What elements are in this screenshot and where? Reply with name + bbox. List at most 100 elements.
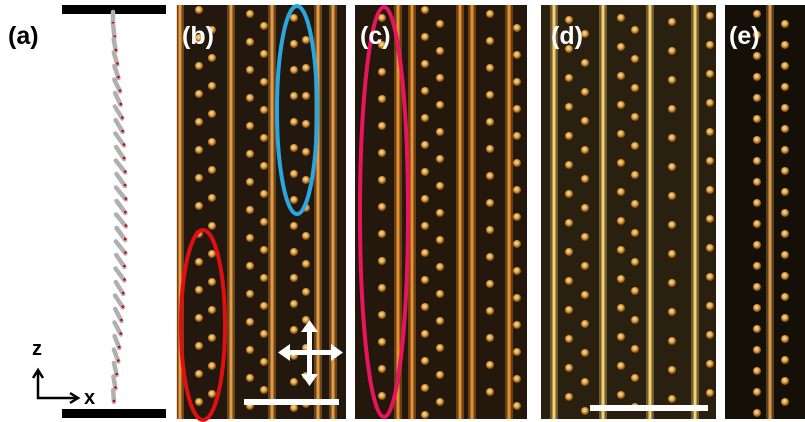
particle <box>486 10 494 18</box>
particle <box>486 280 494 288</box>
rod <box>117 201 126 213</box>
particle <box>513 132 521 140</box>
red-mark <box>124 184 127 187</box>
red-mark <box>117 76 120 79</box>
particle <box>378 311 386 319</box>
particle <box>436 101 444 109</box>
red-mark <box>123 157 126 160</box>
stripe <box>271 5 274 419</box>
particle <box>246 94 254 102</box>
particle <box>617 43 625 51</box>
particle <box>753 136 761 144</box>
particle <box>581 204 589 212</box>
particle <box>486 388 494 396</box>
particle <box>668 163 676 171</box>
panel-label: (b) <box>182 22 214 50</box>
particle <box>246 150 254 158</box>
particle <box>581 378 589 386</box>
particle <box>260 358 268 366</box>
stripe <box>694 5 697 419</box>
particle <box>246 38 254 46</box>
particle <box>195 6 203 14</box>
scale-bar <box>590 405 708 411</box>
particle <box>617 217 625 225</box>
particle <box>421 168 429 176</box>
particle <box>668 47 676 55</box>
particle <box>617 188 625 196</box>
particle <box>668 395 676 403</box>
particle <box>513 159 521 167</box>
particle <box>246 290 254 298</box>
particle <box>753 388 761 396</box>
particle <box>668 308 676 316</box>
stripe <box>769 5 772 419</box>
particle <box>421 60 429 68</box>
particle <box>706 331 714 339</box>
particle <box>513 24 521 32</box>
rod <box>116 120 123 132</box>
panel-label: (a) <box>8 22 39 50</box>
particle <box>195 202 203 210</box>
particle <box>706 244 714 252</box>
particle <box>753 304 761 312</box>
red-mark <box>125 224 128 227</box>
figure: (a) z x (b) (c) (d) (e) <box>0 0 805 422</box>
red-mark <box>116 62 119 65</box>
particle <box>581 117 589 125</box>
particle <box>753 178 761 186</box>
red-mark <box>115 373 118 376</box>
micrograph <box>725 5 805 419</box>
axes-icon <box>33 370 78 403</box>
rod <box>115 107 122 119</box>
particle <box>378 68 386 76</box>
particle <box>208 278 216 286</box>
particle <box>753 220 761 228</box>
micrograph <box>541 5 716 419</box>
particle <box>631 316 639 324</box>
particle <box>302 148 310 156</box>
rod <box>116 161 125 173</box>
particle <box>208 54 216 62</box>
particle <box>617 391 625 399</box>
particle <box>195 258 203 266</box>
particle <box>421 141 429 149</box>
red-mark <box>124 170 127 173</box>
particle <box>565 219 573 227</box>
particle <box>421 33 429 41</box>
particle <box>706 302 714 310</box>
particle <box>565 248 573 256</box>
particle <box>668 366 676 374</box>
red-mark <box>118 346 121 349</box>
particle <box>486 91 494 99</box>
particle <box>706 12 714 20</box>
particle <box>208 306 216 314</box>
particle <box>290 326 298 334</box>
particle <box>208 222 216 230</box>
particle <box>513 375 521 383</box>
particle <box>668 337 676 345</box>
micrograph <box>355 5 527 419</box>
particle <box>565 306 573 314</box>
particle <box>581 59 589 67</box>
particle <box>290 222 298 230</box>
particle <box>617 72 625 80</box>
red-mark <box>122 305 125 308</box>
particle <box>631 374 639 382</box>
particle <box>513 348 521 356</box>
particle <box>706 389 714 397</box>
particle <box>753 346 761 354</box>
particle <box>246 374 254 382</box>
particle <box>486 199 494 207</box>
stripe <box>459 5 462 419</box>
panel-label: (d) <box>551 22 583 50</box>
particle <box>513 186 521 194</box>
particle <box>668 18 676 26</box>
particle <box>781 293 789 301</box>
particle <box>260 162 268 170</box>
particle <box>260 330 268 338</box>
particle <box>753 52 761 60</box>
particle <box>581 88 589 96</box>
particle <box>753 199 761 207</box>
rod <box>115 296 123 308</box>
particle <box>195 370 203 378</box>
